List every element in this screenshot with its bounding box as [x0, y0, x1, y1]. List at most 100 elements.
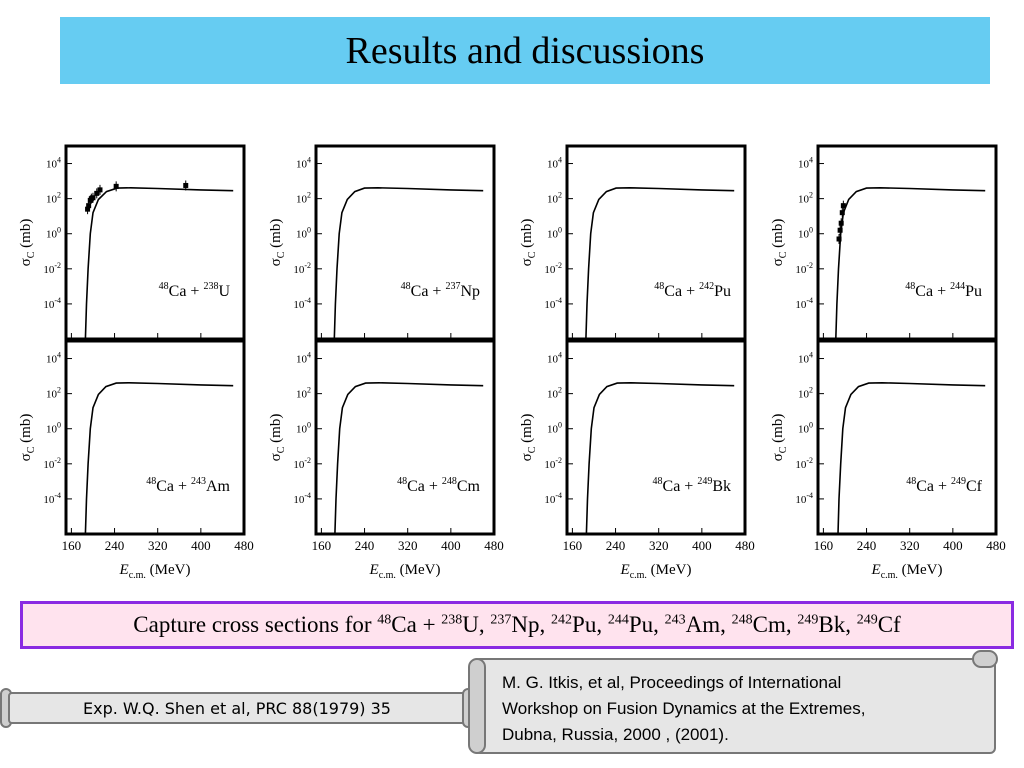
y-tick-label: 102: [547, 191, 562, 206]
y-label-subscript: C: [26, 251, 37, 258]
x-label-symbol: E: [620, 562, 630, 578]
theory-curve: [333, 186, 484, 340]
y-tick-label: 104: [296, 156, 311, 171]
reaction-label: 48Ca + 242Pu: [654, 281, 731, 300]
caption-target-mass: 248: [731, 612, 753, 628]
y-tick-exponent: 0: [809, 421, 813, 430]
caption-target-mass: 243: [664, 612, 686, 628]
x-tick-label: 160: [814, 538, 834, 553]
x-tick-label: 480: [484, 538, 504, 553]
exp-reference-text: Exp. W.Q. Shen et al, PRC 88(1979) 35: [83, 698, 391, 718]
x-tick-label: 160: [563, 538, 583, 553]
itkis-reference-line-2: Workshop on Fusion Dynamics at the Extre…: [502, 699, 866, 718]
y-tick-base: 10: [296, 159, 308, 171]
y-tick-base: 10: [293, 299, 305, 311]
itkis-reference-line-1: M. G. Itkis, et al, Proceedings of Inter…: [502, 673, 842, 692]
theory-curve: [585, 381, 735, 535]
y-tick-base: 10: [547, 389, 559, 401]
reaction-element: Ca +: [915, 283, 950, 300]
y-tick-label: 10-2: [544, 261, 562, 276]
y-tick-exponent: -2: [54, 261, 61, 270]
y-tick-label: 10-2: [293, 456, 311, 471]
y-tick-base: 10: [43, 299, 55, 311]
y-tick-base: 10: [544, 299, 556, 311]
y-tick-label: 104: [46, 156, 61, 171]
y-axis-label: σC (mb): [268, 414, 287, 462]
scroll-roll-left: [468, 658, 486, 754]
x-tick-label: 400: [943, 538, 963, 553]
reaction-element: Ca +: [663, 478, 698, 495]
y-tick-base: 10: [296, 424, 308, 436]
y-tick-base: 10: [547, 354, 559, 366]
x-label-symbol: E: [119, 562, 129, 578]
y-tick-base: 10: [795, 299, 807, 311]
y-tick-label: 10-4: [544, 296, 562, 311]
reaction-mass-number: 238: [203, 281, 218, 292]
y-tick-exponent: -4: [806, 296, 813, 305]
reaction-label: 48Ca + 249Bk: [653, 476, 731, 495]
exp-reference-body: Exp. W.Q. Shen et al, PRC 88(1979) 35: [8, 692, 466, 724]
x-tick-label: 480: [234, 538, 254, 553]
theory-curve: [585, 186, 735, 340]
caption-text: Capture cross sections for 48Ca + 238U, …: [133, 612, 900, 638]
y-tick-base: 10: [544, 494, 556, 506]
x-label-unit: (MeV): [898, 562, 943, 578]
y-label-unit: (mb): [268, 414, 284, 447]
x-label-unit: (MeV): [396, 562, 441, 578]
x-tick-label: 320: [900, 538, 920, 553]
y-tick-label: 10-4: [43, 296, 61, 311]
y-tick-exponent: -4: [555, 491, 562, 500]
scroll-roll-top: [972, 650, 998, 668]
x-tick-label: 240: [857, 538, 877, 553]
y-tick-exponent: 4: [558, 351, 562, 360]
theory-curve: [334, 381, 484, 535]
y-tick-base: 10: [547, 194, 559, 206]
reaction-element: U: [218, 283, 230, 300]
y-tick-base: 10: [296, 354, 308, 366]
y-tick-label: 10-2: [43, 261, 61, 276]
y-tick-label: 100: [46, 421, 61, 436]
y-tick-label: 102: [46, 191, 61, 206]
y-tick-exponent: 0: [307, 226, 311, 235]
x-tick-label: 320: [148, 538, 168, 553]
x-tick-label: 320: [649, 538, 669, 553]
y-tick-exponent: -4: [54, 491, 61, 500]
y-tick-label: 102: [547, 386, 562, 401]
reaction-mass-number: 248: [442, 476, 457, 487]
y-axis-label: σC (mb): [18, 414, 37, 462]
reaction-label: 48Ca + 238U: [159, 281, 231, 300]
y-label-symbol: σ: [268, 258, 284, 266]
y-label-unit: (mb): [519, 414, 535, 447]
y-label-unit: (mb): [18, 414, 34, 447]
y-tick-label: 100: [798, 421, 813, 436]
y-tick-exponent: 0: [57, 421, 61, 430]
y-tick-exponent: 4: [809, 351, 813, 360]
y-tick-label: 10-2: [544, 456, 562, 471]
reaction-mass-number: 243: [191, 476, 206, 487]
reaction-mass-number: 48: [401, 281, 411, 292]
x-label-symbol: E: [871, 562, 881, 578]
x-label-subscript: c.m.: [630, 570, 647, 581]
y-tick-exponent: 2: [307, 191, 311, 200]
reaction-mass-number: 244: [950, 281, 965, 292]
y-tick-base: 10: [795, 264, 807, 276]
y-tick-base: 10: [547, 229, 559, 241]
reaction-element: Np: [460, 283, 480, 300]
y-label-unit: (mb): [18, 219, 34, 252]
reaction-label: 48Ca + 237Np: [401, 281, 480, 300]
x-tick-label: 240: [355, 538, 375, 553]
reaction-label: 48Ca + 244Pu: [905, 281, 982, 300]
y-label-symbol: σ: [770, 258, 786, 266]
reaction-label: 48Ca + 249Cf: [906, 476, 982, 495]
y-tick-label: 10-2: [293, 261, 311, 276]
y-label-symbol: σ: [770, 453, 786, 461]
reaction-element: Cf: [966, 478, 983, 495]
y-tick-base: 10: [547, 159, 559, 171]
reaction-mass-number: 48: [905, 281, 915, 292]
y-tick-base: 10: [46, 194, 58, 206]
y-tick-base: 10: [544, 264, 556, 276]
y-tick-exponent: 4: [809, 156, 813, 165]
reaction-element: Ca +: [916, 478, 951, 495]
